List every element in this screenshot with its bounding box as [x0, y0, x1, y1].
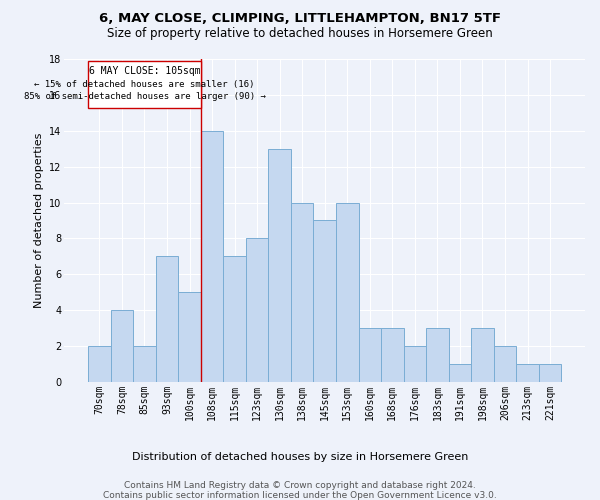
Bar [336, 202, 359, 382]
Text: 6, MAY CLOSE, CLIMPING, LITTLEHAMPTON, BN17 5TF: 6, MAY CLOSE, CLIMPING, LITTLEHAMPTON, B… [99, 12, 501, 26]
Text: 6 MAY CLOSE: 105sqm: 6 MAY CLOSE: 105sqm [89, 66, 200, 76]
Bar [516, 364, 539, 382]
Bar [471, 328, 494, 382]
Bar [88, 346, 110, 382]
Text: Contains HM Land Registry data © Crown copyright and database right 2024.: Contains HM Land Registry data © Crown c… [124, 481, 476, 490]
Bar [449, 364, 471, 382]
Text: ← 15% of detached houses are smaller (16): ← 15% of detached houses are smaller (16… [34, 80, 254, 88]
Bar [201, 131, 223, 382]
Y-axis label: Number of detached properties: Number of detached properties [34, 133, 44, 308]
Bar [268, 148, 291, 382]
Bar [110, 310, 133, 382]
Bar [133, 346, 156, 382]
Text: Size of property relative to detached houses in Horsemere Green: Size of property relative to detached ho… [107, 28, 493, 40]
Bar [178, 292, 201, 382]
Bar [291, 202, 313, 382]
Bar [223, 256, 246, 382]
FancyBboxPatch shape [88, 61, 201, 108]
Bar [494, 346, 516, 382]
Bar [539, 364, 562, 382]
Text: Contains public sector information licensed under the Open Government Licence v3: Contains public sector information licen… [103, 491, 497, 500]
Bar [359, 328, 381, 382]
Text: 85% of semi-detached houses are larger (90) →: 85% of semi-detached houses are larger (… [23, 92, 265, 101]
Bar [404, 346, 426, 382]
Bar [426, 328, 449, 382]
Bar [156, 256, 178, 382]
Bar [381, 328, 404, 382]
Bar [246, 238, 268, 382]
Bar [313, 220, 336, 382]
Text: Distribution of detached houses by size in Horsemere Green: Distribution of detached houses by size … [132, 452, 468, 462]
